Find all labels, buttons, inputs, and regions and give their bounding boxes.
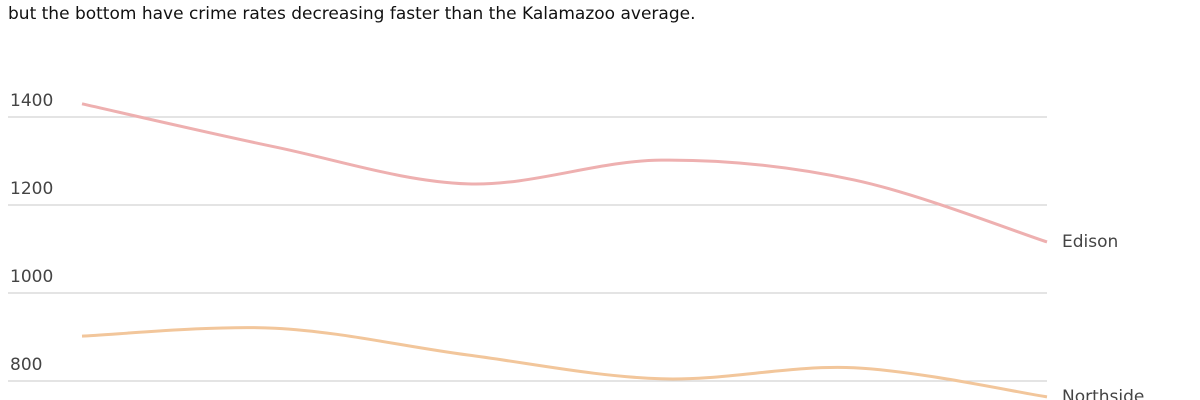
y-tick-label: 1200: [10, 179, 53, 199]
y-tick-label: 1400: [10, 91, 53, 111]
series-label: Northside: [1062, 387, 1144, 400]
series-line: [81, 102, 1048, 244]
chart-subtitle: but the bottom have crime rates decreasi…: [8, 4, 695, 24]
series-label: Edison: [1062, 232, 1118, 252]
y-tick-label: 1000: [10, 267, 53, 287]
y-tick-label: 800: [10, 355, 42, 375]
series-line: [81, 326, 1048, 399]
